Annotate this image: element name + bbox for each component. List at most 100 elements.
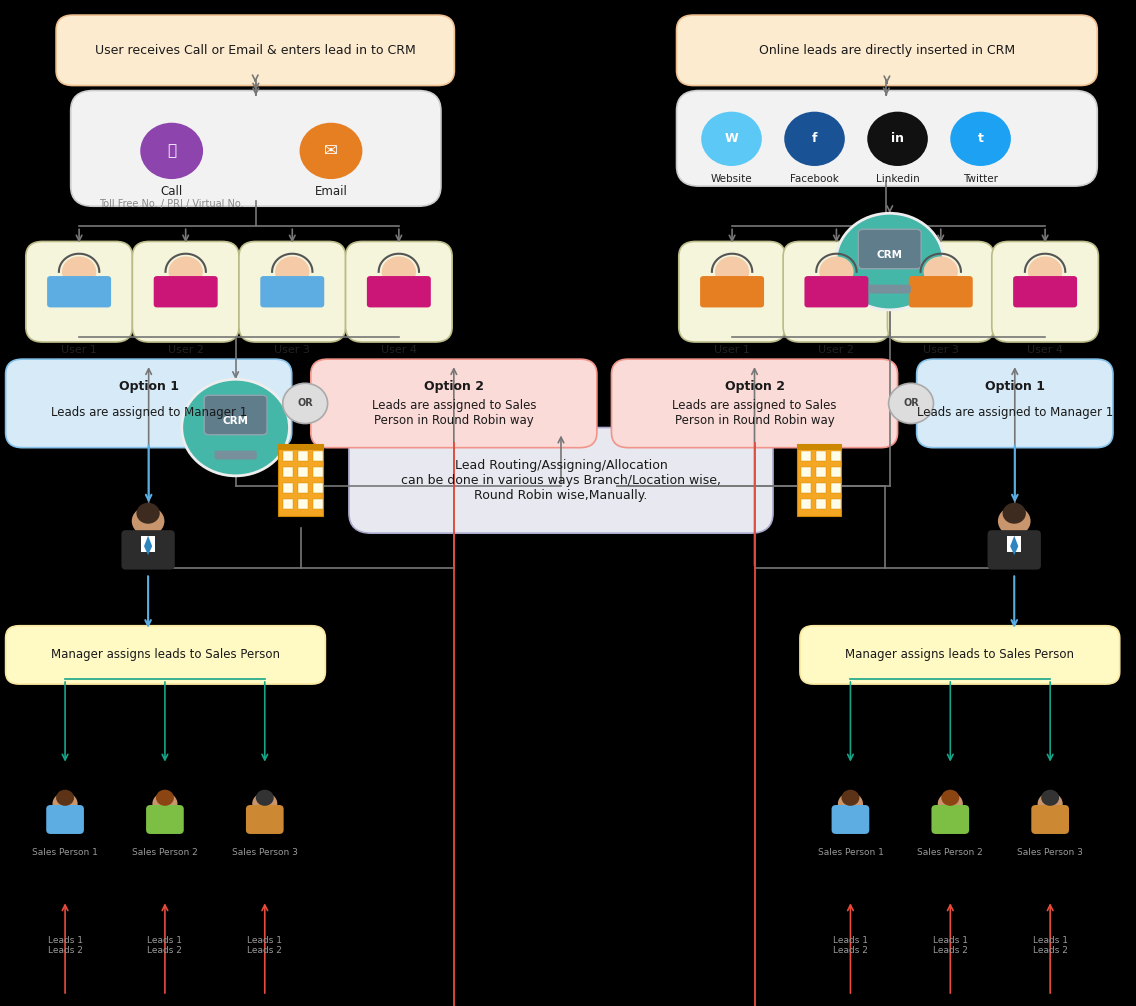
FancyBboxPatch shape <box>909 276 972 308</box>
Text: Online leads are directly inserted in CRM: Online leads are directly inserted in CR… <box>759 44 1014 56</box>
FancyBboxPatch shape <box>367 276 431 308</box>
Circle shape <box>56 790 74 806</box>
Circle shape <box>52 793 77 815</box>
Circle shape <box>838 793 863 815</box>
FancyBboxPatch shape <box>869 285 911 294</box>
Text: Call: Call <box>160 185 183 197</box>
FancyBboxPatch shape <box>700 276 765 308</box>
FancyBboxPatch shape <box>153 276 218 308</box>
Text: User 4: User 4 <box>1027 345 1063 355</box>
Circle shape <box>275 257 309 288</box>
FancyBboxPatch shape <box>298 451 308 461</box>
Circle shape <box>836 213 944 310</box>
FancyBboxPatch shape <box>56 15 454 86</box>
FancyBboxPatch shape <box>283 483 293 493</box>
Polygon shape <box>144 536 152 555</box>
Text: in: in <box>891 133 904 145</box>
Circle shape <box>140 123 203 179</box>
Text: Leads are assigned to Sales
Person in Round Robin way: Leads are assigned to Sales Person in Ro… <box>673 398 837 427</box>
Circle shape <box>62 257 97 288</box>
FancyBboxPatch shape <box>801 483 811 493</box>
Text: CRM: CRM <box>877 250 903 261</box>
FancyBboxPatch shape <box>349 428 772 533</box>
Circle shape <box>997 506 1030 536</box>
Circle shape <box>924 257 958 288</box>
FancyBboxPatch shape <box>47 276 111 308</box>
FancyBboxPatch shape <box>816 451 826 461</box>
Text: Linkedin: Linkedin <box>876 174 919 184</box>
Text: User 2: User 2 <box>818 345 854 355</box>
FancyBboxPatch shape <box>832 805 869 834</box>
Circle shape <box>283 383 327 424</box>
Text: Sales Person 2: Sales Person 2 <box>132 848 198 856</box>
FancyBboxPatch shape <box>816 467 826 477</box>
Text: t: t <box>978 133 984 145</box>
FancyBboxPatch shape <box>204 395 267 435</box>
FancyBboxPatch shape <box>215 451 257 460</box>
Text: User 4: User 4 <box>381 345 417 355</box>
Text: Leads 1
Leads 2: Leads 1 Leads 2 <box>933 936 968 956</box>
Circle shape <box>701 112 762 166</box>
FancyBboxPatch shape <box>298 467 308 477</box>
FancyBboxPatch shape <box>887 241 994 342</box>
FancyBboxPatch shape <box>278 444 323 450</box>
Polygon shape <box>1010 536 1018 555</box>
FancyBboxPatch shape <box>278 444 323 516</box>
FancyBboxPatch shape <box>1009 525 1019 537</box>
FancyBboxPatch shape <box>298 499 308 509</box>
Circle shape <box>1042 790 1059 806</box>
Circle shape <box>867 112 928 166</box>
Text: Leads 1
Leads 2: Leads 1 Leads 2 <box>1033 936 1068 956</box>
Circle shape <box>182 379 290 476</box>
FancyBboxPatch shape <box>311 359 596 448</box>
FancyBboxPatch shape <box>70 91 441 206</box>
Circle shape <box>1028 257 1062 288</box>
Text: Email: Email <box>315 185 348 197</box>
FancyBboxPatch shape <box>1013 276 1077 308</box>
Text: Leads 1
Leads 2: Leads 1 Leads 2 <box>148 936 183 956</box>
FancyBboxPatch shape <box>832 499 841 509</box>
FancyBboxPatch shape <box>312 499 323 509</box>
FancyBboxPatch shape <box>245 805 284 834</box>
Circle shape <box>168 257 203 288</box>
Text: Leads are assigned to Sales
Person in Round Robin way: Leads are assigned to Sales Person in Ro… <box>371 398 536 427</box>
Circle shape <box>152 793 177 815</box>
Text: User 1: User 1 <box>61 345 97 355</box>
Text: Sales Person 1: Sales Person 1 <box>818 848 884 856</box>
Text: Leads 1
Leads 2: Leads 1 Leads 2 <box>48 936 83 956</box>
Circle shape <box>382 257 416 288</box>
FancyBboxPatch shape <box>816 499 826 509</box>
Text: Facebook: Facebook <box>791 174 840 184</box>
Circle shape <box>136 503 160 524</box>
Circle shape <box>256 790 274 806</box>
FancyBboxPatch shape <box>283 451 293 461</box>
FancyBboxPatch shape <box>796 444 842 516</box>
Text: Website: Website <box>711 174 752 184</box>
Text: User 3: User 3 <box>922 345 959 355</box>
Text: Option 2: Option 2 <box>725 379 785 392</box>
Text: Leads are assigned to Manager 1: Leads are assigned to Manager 1 <box>917 406 1113 420</box>
FancyBboxPatch shape <box>239 241 345 342</box>
Text: Toll Free No. / PRI / Virtual No.: Toll Free No. / PRI / Virtual No. <box>99 199 244 209</box>
FancyBboxPatch shape <box>141 536 156 552</box>
Text: ✉: ✉ <box>324 142 337 160</box>
FancyBboxPatch shape <box>312 451 323 461</box>
FancyBboxPatch shape <box>345 241 452 342</box>
Text: 📞: 📞 <box>167 144 176 158</box>
Text: Sales Person 3: Sales Person 3 <box>1017 848 1083 856</box>
FancyBboxPatch shape <box>801 467 811 477</box>
Text: User receives Call or Email & enters lead in to CRM: User receives Call or Email & enters lea… <box>95 44 416 56</box>
Text: Option 2: Option 2 <box>424 379 484 392</box>
Circle shape <box>842 790 860 806</box>
FancyBboxPatch shape <box>832 451 841 461</box>
Circle shape <box>888 383 934 424</box>
Text: Option 1: Option 1 <box>118 379 178 392</box>
Circle shape <box>942 790 959 806</box>
FancyBboxPatch shape <box>917 359 1113 448</box>
Circle shape <box>156 790 174 806</box>
Text: Twitter: Twitter <box>963 174 999 184</box>
FancyBboxPatch shape <box>783 241 889 342</box>
Text: Leads are assigned to Manager 1: Leads are assigned to Manager 1 <box>50 406 247 420</box>
Text: f: f <box>812 133 817 145</box>
FancyBboxPatch shape <box>122 530 175 569</box>
